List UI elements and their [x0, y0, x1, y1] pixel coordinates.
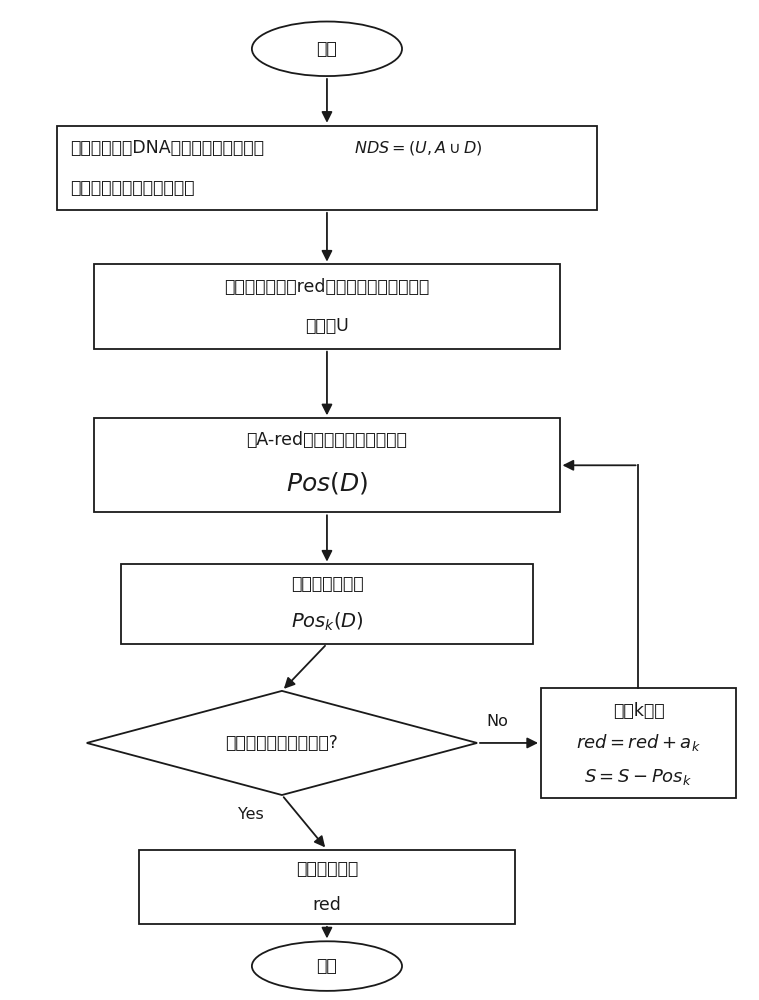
Ellipse shape [252, 22, 402, 76]
FancyBboxPatch shape [94, 418, 559, 512]
Text: 输入宏基因组DNA片段构成的决策系统: 输入宏基因组DNA片段构成的决策系统 [71, 139, 264, 157]
Text: 重要度大于设定的下限?: 重要度大于设定的下限? [225, 734, 339, 752]
Text: $\mathit{red}=\mathit{red}+a_k$: $\mathit{red}=\mathit{red}+a_k$ [576, 732, 701, 753]
FancyBboxPatch shape [94, 264, 559, 349]
Text: $S=S-\mathit{Pos}_k$: $S=S-\mathit{Pos}_k$ [584, 767, 692, 787]
Text: 找到最大的正域: 找到最大的正域 [291, 575, 364, 593]
FancyBboxPatch shape [121, 564, 534, 644]
Text: 记录k值，: 记录k值， [613, 702, 664, 720]
Text: $\mathit{Pos}(D)$: $\mathit{Pos}(D)$ [286, 470, 368, 496]
FancyBboxPatch shape [57, 126, 597, 210]
Text: 对A-red中的每个属性计算正域: 对A-red中的每个属性计算正域 [247, 431, 408, 449]
Text: 结束: 结束 [317, 957, 337, 975]
FancyBboxPatch shape [140, 850, 515, 924]
Text: Yes: Yes [238, 807, 263, 822]
Text: $\mathit{Pos}_k(D)$: $\mathit{Pos}_k(D)$ [291, 611, 364, 633]
Text: $\mathit{NDS}=(\mathit{U},\mathit{A}\cup\mathit{D})$: $\mathit{NDS}=(\mathit{U},\mathit{A}\cup… [345, 139, 483, 157]
Text: 个论域U: 个论域U [305, 317, 349, 335]
Polygon shape [87, 691, 477, 795]
Text: 输出约简结果: 输出约简结果 [296, 860, 358, 878]
Text: No: No [486, 714, 508, 729]
FancyBboxPatch shape [541, 688, 736, 798]
Text: 开始: 开始 [317, 40, 337, 58]
Ellipse shape [252, 941, 402, 991]
Text: 初始化约简集合red为空集，样本空间为整: 初始化约简集合red为空集，样本空间为整 [225, 278, 430, 296]
Text: red: red [313, 896, 342, 914]
Text: 邻域半径集合及重要度下限: 邻域半径集合及重要度下限 [71, 179, 195, 197]
